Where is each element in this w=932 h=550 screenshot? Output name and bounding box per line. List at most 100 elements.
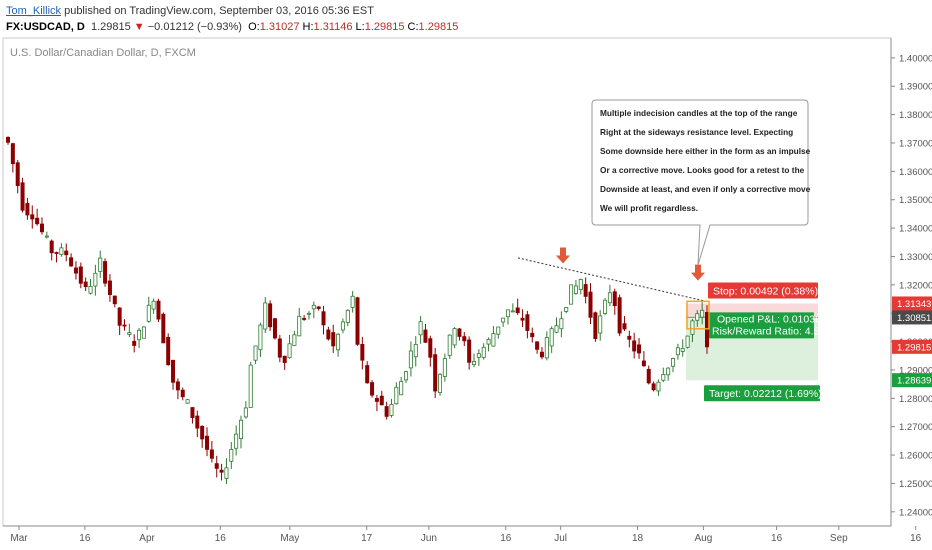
stop-label-bg	[708, 282, 818, 299]
candle-body	[525, 314, 530, 331]
price-tag: 1.28639	[897, 376, 931, 387]
candle-body	[705, 312, 710, 348]
candle-body	[365, 365, 370, 384]
candle-body	[345, 309, 350, 323]
candle-body	[501, 317, 506, 323]
chart-title: U.S. Dollar/Canadian Dollar, D, FXCM	[10, 47, 196, 59]
candle-body	[457, 328, 462, 337]
candle-body	[156, 300, 161, 320]
candle-body	[578, 279, 583, 290]
y-tick-label: 1.38000	[899, 110, 932, 121]
x-tick-label: 16	[910, 533, 922, 544]
candle-body	[603, 299, 608, 314]
candle-body	[73, 267, 78, 274]
candle-body	[695, 313, 700, 321]
y-tick-label: 1.36000	[899, 167, 932, 178]
candle-body	[117, 307, 122, 326]
candle-body	[510, 310, 515, 313]
candle-body	[180, 389, 185, 398]
x-tick-label: Aug	[695, 533, 713, 544]
pnl-label: Opened P&L: 0.01036	[717, 313, 821, 325]
close-value: 1.29815	[418, 21, 459, 33]
candle-body	[617, 297, 622, 334]
price-tag: 1.31343	[897, 299, 931, 310]
candle-body	[680, 348, 685, 352]
x-tick-label: Sep	[830, 533, 848, 544]
x-tick-label: Apr	[139, 533, 155, 544]
candle-body	[195, 415, 200, 429]
time-axis[interactable]: Mar16Apr16May17Jun16Jul18Aug16Sep16Oct	[10, 526, 932, 544]
y-tick-label: 1.27000	[899, 422, 932, 433]
candle-body	[423, 329, 428, 343]
x-tick-label: Mar	[10, 533, 28, 544]
down-arrow-icon: ▼	[133, 21, 145, 33]
callout-line: Right at the sideways resistance level. …	[600, 127, 793, 137]
candle-body	[700, 309, 705, 318]
candle-body	[539, 351, 544, 358]
x-tick-label: 17	[361, 533, 373, 544]
x-tick-label: 16	[79, 533, 91, 544]
candle-body	[287, 343, 292, 359]
candle-body	[433, 354, 438, 392]
target-label-group: Target: 0.02212 (1.69%)	[704, 385, 822, 402]
candle-body	[685, 335, 690, 348]
y-tick-label: 1.39000	[899, 82, 932, 93]
candle-body	[544, 337, 549, 359]
callout-line: We will profit regardless.	[600, 203, 698, 213]
candle-body	[505, 309, 510, 318]
candle-body	[44, 235, 49, 238]
candle-body	[277, 338, 282, 358]
x-tick-label: 16	[215, 533, 227, 544]
candle-body	[234, 433, 239, 449]
candle-body	[486, 338, 491, 345]
candle-body	[651, 383, 656, 391]
y-tick-label: 1.25000	[899, 479, 932, 490]
publish-line: Tom_Killick published on TradingView.com…	[6, 5, 374, 17]
candle-body	[39, 223, 44, 233]
candle-body	[428, 338, 433, 358]
candle-body	[637, 344, 642, 354]
candle-body	[88, 286, 93, 294]
candle-body	[627, 335, 632, 340]
rr-label: Risk/Reward Ratio: 4.5	[712, 325, 820, 337]
candle-body	[331, 332, 336, 347]
candle-body	[656, 381, 661, 392]
author-link[interactable]: Tom_Killick	[6, 5, 62, 17]
callout-line: Or a corrective move. Looks good for a r…	[600, 165, 805, 175]
drawings[interactable]	[517, 247, 710, 330]
candle-body	[200, 425, 205, 440]
high-label: H:	[302, 21, 314, 33]
candle-body	[481, 346, 486, 358]
candle-body	[535, 341, 540, 350]
callout-line: Multiple indecision candles at the top o…	[600, 108, 798, 118]
candle-body	[243, 407, 248, 418]
candle-body	[622, 323, 627, 330]
candle-body	[6, 137, 11, 143]
candle-body	[690, 320, 695, 335]
candle-body	[205, 435, 210, 450]
candle-body	[418, 321, 423, 336]
pnl-bg	[708, 312, 814, 339]
candle-body	[112, 295, 117, 305]
candle-body	[675, 347, 680, 356]
publish-info: published on TradingView.com, September …	[64, 5, 374, 17]
candle-body	[661, 374, 666, 381]
candle-body	[272, 318, 277, 339]
candle-body	[297, 315, 302, 337]
candle-body	[442, 358, 447, 377]
high-value: 1.31146	[313, 21, 353, 33]
position-tool[interactable]: Stop: 0.00492 (0.38%) Opened P&L: 0.01036…	[686, 282, 822, 402]
candle-body	[530, 332, 535, 338]
annotation-callout[interactable]: Multiple indecision candles at the top o…	[591, 99, 811, 266]
candle-body	[151, 300, 156, 310]
candle-body	[268, 303, 273, 328]
candle-body	[292, 334, 297, 346]
candle-body	[413, 343, 418, 358]
y-tick-label: 1.37000	[899, 138, 932, 149]
candle-body	[379, 395, 384, 406]
y-tick-label: 1.24000	[899, 507, 932, 518]
down-arrow-marker-icon	[691, 264, 705, 281]
price-axis[interactable]: 1.40000 1.39000 1.38000 1.37000 1.36000 1.350…	[891, 53, 932, 518]
